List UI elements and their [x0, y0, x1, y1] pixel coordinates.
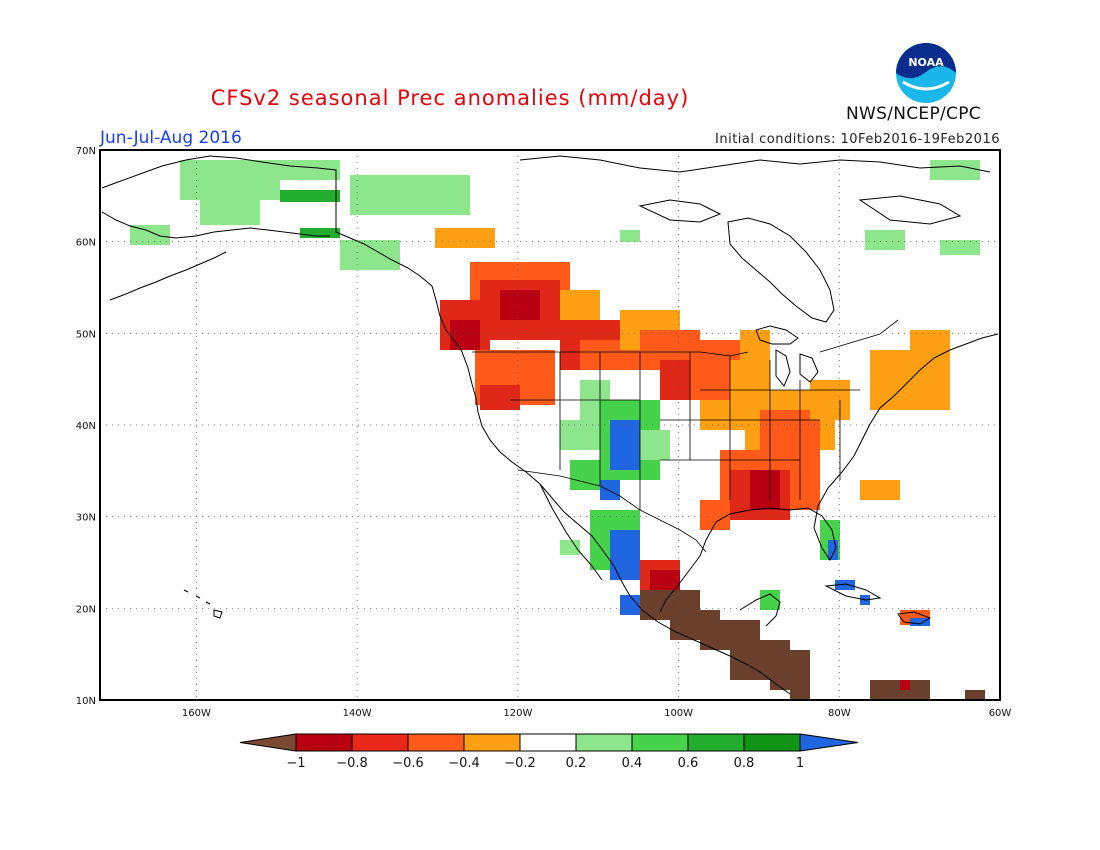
season-label: Jun-Jul-Aug 2016	[100, 128, 242, 148]
colorbar-swatch	[407, 733, 465, 752]
colorbar-label: −0.6	[392, 756, 424, 771]
map-frame	[99, 149, 1001, 701]
anomaly-cell	[910, 618, 930, 626]
map-title: CFSv2 seasonal Prec anomalies (mm/day)	[210, 86, 690, 110]
anomaly-cell	[620, 230, 640, 242]
anomaly-cell	[700, 500, 730, 530]
lat-tick-label: 60N	[76, 238, 96, 249]
colorbar-label: 0.8	[734, 756, 755, 771]
anomaly-cell	[130, 225, 170, 245]
graticule	[100, 150, 1000, 700]
colorbar-low-arrow	[239, 733, 297, 752]
anomaly-cell	[900, 680, 910, 690]
anomaly-cell	[350, 175, 470, 215]
anomaly-cell	[620, 595, 640, 615]
political-borders	[472, 319, 899, 553]
anomaly-cell	[750, 470, 780, 510]
anomaly-cell	[480, 385, 520, 410]
anomaly-cell	[650, 570, 680, 590]
anomaly-cell	[930, 160, 980, 180]
colorbar-swatch	[463, 733, 521, 752]
anomaly-cell	[500, 290, 540, 320]
logo-text: NOAA	[908, 56, 944, 69]
colorbar-label: −1	[286, 756, 305, 771]
anomaly-cell	[300, 228, 340, 238]
tick-labels: 10N 20N 30N 40N 50N 60N 70N 160W 140W 120W 100W 80W…	[76, 146, 1012, 719]
initial-conditions-label: Initial conditions: 10Feb2016-19Feb2016	[715, 132, 1000, 147]
colorbar-legend: −1 −0.8 −0.6 −0.4 −0.2 0.2 0.4 0.6 0.8 1	[239, 733, 859, 771]
colorbar-label: −0.4	[448, 756, 480, 771]
colorbar-swatch	[575, 733, 633, 752]
colorbar-swatch	[519, 733, 577, 752]
colorbar-swatch	[351, 733, 409, 752]
anomaly-cell	[600, 480, 620, 500]
anomaly-cell	[435, 228, 495, 248]
lat-tick-label: 20N	[76, 604, 96, 615]
anomaly-cell	[790, 680, 810, 700]
colorbar-high-arrow	[799, 733, 859, 752]
lat-tick-label: 30N	[76, 513, 96, 524]
colorbar-swatch	[687, 733, 745, 752]
colorbar-label: 0.6	[678, 756, 699, 771]
anomaly-cell	[450, 320, 480, 350]
lat-tick-label: 50N	[76, 329, 96, 340]
lat-tick-label: 10N	[76, 696, 96, 707]
colorbar-swatch	[631, 733, 689, 752]
colorbar-label: 1	[796, 756, 804, 771]
lon-tick-label: 160W	[182, 708, 211, 719]
anomaly-cell	[610, 420, 640, 470]
anomaly-cell	[610, 530, 640, 580]
colorbar-label: −0.8	[336, 756, 368, 771]
lon-tick-label: 120W	[503, 708, 532, 719]
anomaly-cell	[760, 590, 780, 610]
anomaly-cell	[200, 195, 260, 225]
anomaly-cell	[828, 540, 838, 560]
lon-tick-label: 140W	[343, 708, 372, 719]
colorbar-label: −0.2	[504, 756, 536, 771]
anomaly-cell	[180, 160, 280, 200]
anomaly-cell	[940, 240, 980, 255]
colorbar-label: 0.4	[622, 756, 643, 771]
lon-tick-label: 60W	[989, 708, 1012, 719]
anomaly-cell	[560, 540, 580, 555]
colorbar-swatch	[295, 733, 353, 752]
lon-tick-label: 80W	[828, 708, 851, 719]
anomaly-cell	[965, 690, 985, 700]
lat-tick-label: 40N	[76, 421, 96, 432]
anomaly-cells	[130, 160, 985, 700]
anomaly-cell	[910, 330, 950, 360]
coastlines	[101, 155, 999, 695]
colorbar-swatch	[743, 733, 801, 752]
anomaly-cell	[860, 480, 900, 500]
anomaly-cell	[810, 380, 850, 420]
anomaly-cell	[640, 430, 670, 460]
anomaly-cell	[280, 190, 340, 202]
anomaly-cell	[560, 290, 600, 320]
agency-label: NWS/NCEP/CPC	[846, 104, 981, 124]
lat-tick-label: 70N	[76, 146, 96, 157]
anomaly-cell	[865, 230, 905, 250]
anomaly-cell	[340, 240, 400, 270]
anomaly-cell	[740, 330, 770, 360]
anomaly-cell	[280, 160, 340, 180]
noaa-logo-icon: NOAA	[896, 43, 956, 103]
colorbar-label: 0.2	[566, 756, 587, 771]
lon-tick-label: 100W	[664, 708, 693, 719]
anomaly-cell	[835, 580, 855, 590]
